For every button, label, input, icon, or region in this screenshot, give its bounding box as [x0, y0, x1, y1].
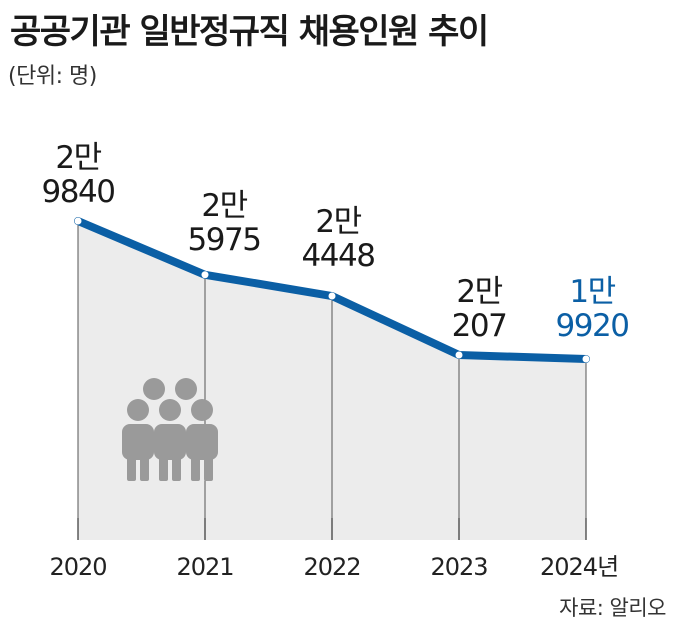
data-point [582, 355, 590, 363]
data-label-man: 1만 [569, 274, 615, 310]
x-tick-label: 2023 [430, 553, 487, 581]
source-note: 자료: 알리오 [559, 596, 666, 620]
data-label-man: 2만 [456, 274, 502, 310]
data-label-value: 9920 [556, 308, 629, 344]
data-points [74, 217, 590, 363]
x-tick-labels: 2020 2021 2022 2023 2024년 [49, 553, 619, 581]
x-tick-label: 2024년 [540, 553, 618, 581]
data-label-value: 207 [452, 308, 507, 344]
x-tick-label: 2022 [303, 553, 360, 581]
data-label-man: 2만 [315, 204, 361, 240]
people-group-icon [122, 378, 218, 481]
data-label-value: 4448 [302, 238, 375, 274]
data-label-man: 2만 [55, 140, 101, 176]
data-point [455, 351, 463, 359]
unit-label: (단위: 명) [8, 64, 97, 89]
data-label-man: 2만 [201, 188, 247, 224]
data-point [201, 271, 209, 279]
data-label-value: 9840 [42, 174, 115, 210]
x-tick-label: 2021 [176, 553, 233, 581]
x-tick-label: 2020 [49, 553, 106, 581]
data-point [74, 217, 82, 225]
data-label-value: 5975 [188, 222, 261, 258]
chart-title: 공공기관 일반정규직 채용인원 추이 [10, 12, 489, 52]
data-point [328, 292, 336, 300]
